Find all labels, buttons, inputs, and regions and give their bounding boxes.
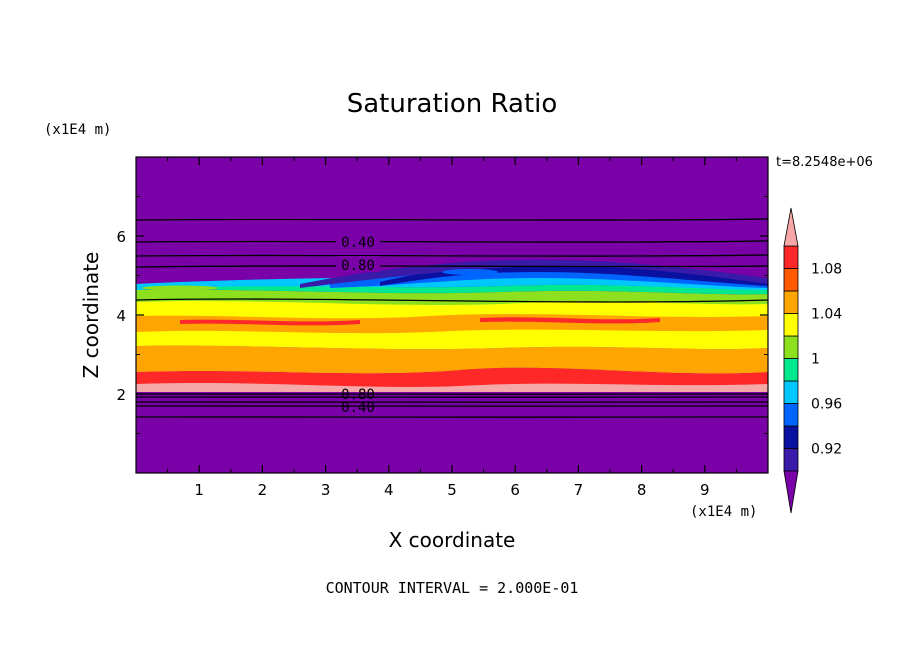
x-tick-label: 7 [574,481,584,499]
colorbar-bin [783,380,799,404]
time-label: t=8.2548e+06 [776,155,873,170]
y-unit-label: (x1E4 m) [44,122,111,138]
contour-label-2: 0.80 [341,258,375,274]
colorbar-tick-label: 0.92 [811,442,842,458]
patch-green [142,285,218,291]
colorbar-bin [783,358,799,382]
band-orange-mid [136,314,768,334]
colorbar-under-triangle [783,470,799,514]
x-tick-label: 1 [194,481,204,499]
colorbar-bin [783,448,799,472]
colorbar-tick-label: 1.04 [811,307,842,323]
chart-title: Saturation Ratio [347,89,558,119]
colorbar-bin [783,403,799,427]
y-tick-label: 6 [116,228,126,246]
colorbar-tick-label: 1 [811,352,820,368]
x-axis-label: X coordinate [389,528,516,552]
colorbar-tick-label: 1.08 [811,262,842,278]
band-red-bottom [136,367,768,387]
colorbar-over-triangle [783,207,799,247]
contour-label-4: 0.40 [341,400,375,416]
x-tick-label: 3 [321,481,331,499]
y-tick-label: 4 [116,307,126,325]
band-red-mid [180,317,660,326]
contour-lines [136,218,768,418]
x-tick-label: 6 [510,481,520,499]
band-green [136,289,768,305]
y-tick-label: 2 [116,386,126,404]
band-orange-low [136,345,768,374]
x-axis: 1 2 3 4 5 6 7 8 9 [167,157,737,499]
colorbar-bin [783,335,799,359]
x-tick-label: 4 [384,481,394,499]
x-unit-label: (x1E4 m) [690,504,757,520]
y-axis-label: Z coordinate [79,252,103,379]
footer-contour-interval: CONTOUR INTERVAL = 2.000E-01 [326,579,579,597]
contour-label-bg-1 [336,233,380,249]
colorbar-tick-label: 0.96 [811,397,842,413]
band-teal [136,283,768,295]
x-tick-label: 8 [637,481,647,499]
x-tick-label: 5 [447,481,457,499]
colorbar-bin [783,290,799,314]
patch-blue [442,269,498,275]
x-tick-label: 2 [258,481,268,499]
colorbar-bin [783,313,799,337]
colorbar-bin [783,245,799,269]
y-axis: 2 4 6 [116,196,768,434]
plot-area [136,157,768,473]
contour-label-1: 0.40 [341,235,375,251]
contour-label-3: 0.80 [341,387,375,403]
colorbar: 1.08 1.04 1 0.96 0.92 [783,207,842,514]
colorbar-bin [783,425,799,449]
colorbar-bin [783,268,799,292]
x-tick-label: 9 [700,481,710,499]
contour-label-bg-2 [336,256,380,272]
